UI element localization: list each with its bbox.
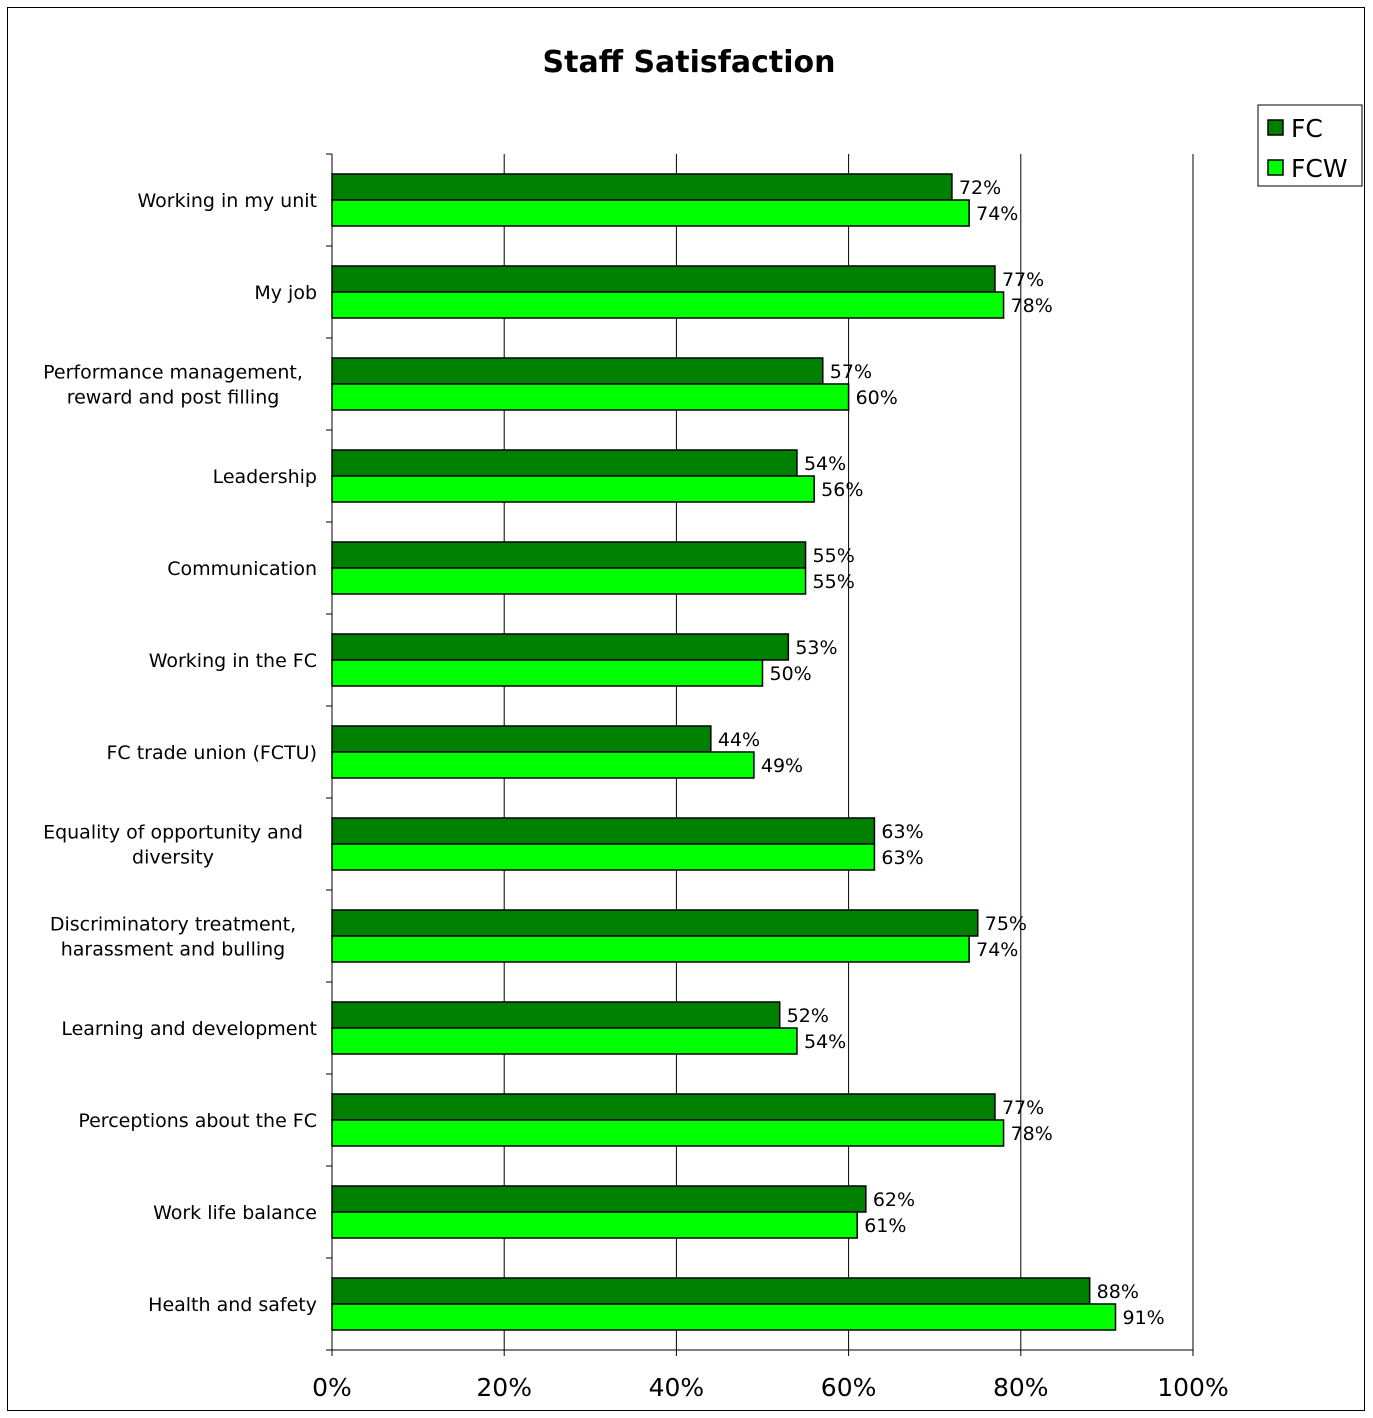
category-label: Learning and development	[61, 1018, 317, 1040]
data-label-fc: 72%	[959, 177, 1001, 199]
legend-swatch-fcw	[1267, 159, 1284, 176]
data-label-fcw: 56%	[821, 479, 863, 501]
bar-fc	[331, 265, 996, 293]
bar-fcw	[331, 751, 755, 779]
bars: 72% 74% 77% 78% 57% 60% 54% 56% 55% 55% 53% 50% 44%4…	[331, 173, 1165, 1331]
category-label: Working in the FC	[149, 650, 317, 672]
bar-fc	[331, 817, 876, 845]
legend-swatch-fc	[1267, 119, 1284, 136]
data-label-fc: 55%	[813, 545, 855, 567]
bar-fcw	[331, 199, 970, 227]
data-label-fc: 75%	[985, 913, 1027, 935]
category-label: Communication	[167, 558, 317, 580]
data-label-fcw: 49%	[761, 755, 803, 777]
bar-fcw	[331, 1303, 1117, 1331]
bar-fc	[331, 725, 712, 753]
data-label-fcw: 78%	[1011, 1123, 1053, 1145]
legend-label-fc: FC	[1291, 114, 1323, 143]
category-label: Discriminatory treatment, harassment and …	[50, 914, 296, 961]
data-label-fcw: 74%	[976, 203, 1018, 225]
x-tick-label: 20%	[476, 1373, 532, 1402]
bar-fcw	[331, 843, 876, 871]
bar-fc	[331, 449, 798, 477]
bar-fcw	[331, 567, 807, 595]
chart-title: Staff Satisfaction	[543, 45, 836, 80]
bar-fcw	[331, 1027, 798, 1055]
data-label-fcw: 55%	[813, 571, 855, 593]
bar-fc	[331, 1093, 996, 1121]
x-tick-label: 60%	[821, 1373, 877, 1402]
bar-fcw	[331, 1211, 858, 1239]
category-label: FC trade union (FCTU)	[106, 742, 317, 764]
bar-fcw	[331, 475, 815, 503]
data-label-fc: 53%	[795, 637, 837, 659]
legend-label-fcw: FCW	[1291, 154, 1348, 183]
data-label-fcw: 60%	[856, 387, 898, 409]
data-label-fc: 77%	[1002, 269, 1044, 291]
data-label-fc: 77%	[1002, 1097, 1044, 1119]
data-label-fc: 62%	[873, 1189, 915, 1211]
x-tick-label: 0%	[312, 1373, 352, 1402]
category-label: Perceptions about the FC	[78, 1110, 317, 1132]
bar-fc	[331, 1001, 781, 1029]
category-label: My job	[254, 282, 317, 304]
data-label-fcw: 78%	[1011, 295, 1053, 317]
legend: FC FCW	[1257, 104, 1363, 187]
data-label-fc: 57%	[830, 361, 872, 383]
bar-fc	[331, 357, 824, 385]
axes: 0% 20% 40% 60% 80% 100% Working in my unit My j…	[43, 153, 1229, 1402]
data-label-fcw: 91%	[1123, 1307, 1165, 1329]
category-label: Performance management, reward and post f…	[43, 362, 303, 409]
staff-satisfaction-chart: Staff Satisfaction 72% 74% 77% 78% 57% 60% 54%…	[43, 45, 1363, 1402]
x-tick-label: 40%	[649, 1373, 705, 1402]
data-label-fc: 52%	[787, 1005, 829, 1027]
bar-fc	[331, 541, 807, 569]
category-label: Equality of opportunity and diversity	[43, 822, 303, 869]
data-label-fcw: 63%	[881, 847, 923, 869]
category-label: Health and safety	[148, 1294, 317, 1316]
bar-fcw	[331, 291, 1005, 319]
category-label: Working in my unit	[138, 190, 318, 212]
x-tick-label: 100%	[1157, 1373, 1228, 1402]
category-label: Leadership	[213, 466, 317, 488]
bar-fc	[331, 633, 790, 661]
data-label-fcw: 74%	[976, 939, 1018, 961]
bar-fcw	[331, 383, 850, 411]
bar-fc	[331, 909, 979, 937]
data-label-fc: 44%	[718, 729, 760, 751]
bar-fcw	[331, 1119, 1005, 1147]
data-label-fcw: 54%	[804, 1031, 846, 1053]
bar-fc	[331, 173, 953, 201]
bar-fc	[331, 1185, 867, 1213]
data-label-fcw: 61%	[864, 1215, 906, 1237]
bar-fcw	[331, 659, 764, 687]
chart-area: Staff Satisfaction 72% 74% 77% 78% 57% 60% 54%…	[7, 7, 1365, 1411]
gridlines	[503, 154, 1194, 1350]
category-label: Work life balance	[153, 1202, 317, 1224]
data-label-fcw: 50%	[770, 663, 812, 685]
data-label-fc: 88%	[1097, 1281, 1139, 1303]
data-label-fc: 63%	[881, 821, 923, 843]
bar-fcw	[331, 935, 970, 963]
data-label-fc: 54%	[804, 453, 846, 475]
bar-fc	[331, 1277, 1091, 1305]
x-tick-label: 80%	[993, 1373, 1049, 1402]
